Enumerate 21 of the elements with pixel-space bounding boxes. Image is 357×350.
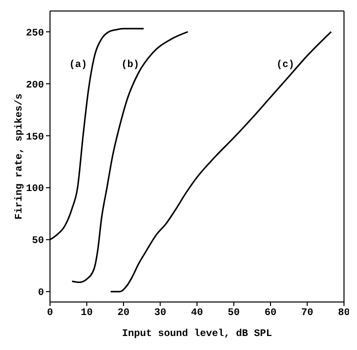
x-tick-label: 60	[264, 308, 277, 320]
y-tick-label: 100	[26, 184, 44, 196]
x-tick-label: 0	[46, 308, 54, 320]
y-tick-label: 250	[26, 28, 44, 40]
x-tick-label: 10	[80, 308, 93, 320]
series-label: (b)	[121, 58, 140, 71]
x-tick-label: 40	[190, 308, 204, 320]
x-tick-label: 70	[301, 308, 314, 320]
x-tick-label: 50	[228, 308, 240, 320]
y-tick-label: 50	[32, 236, 44, 248]
line-series	[71, 31, 189, 284]
series-label: (c)	[276, 58, 294, 71]
y-tick-label: 200	[26, 80, 44, 92]
y-tick-label: 150	[26, 132, 44, 144]
line-series	[110, 31, 332, 292]
x-tick-label: 20	[117, 308, 130, 320]
y-tick-label: 0	[38, 288, 44, 300]
x-tick-label: 30	[154, 308, 166, 320]
y-axis-title: Firing rate, spikes/s	[14, 93, 26, 220]
x-axis-title: Input sound level, dB SPL	[122, 328, 272, 340]
series-label: (a)	[69, 58, 88, 71]
